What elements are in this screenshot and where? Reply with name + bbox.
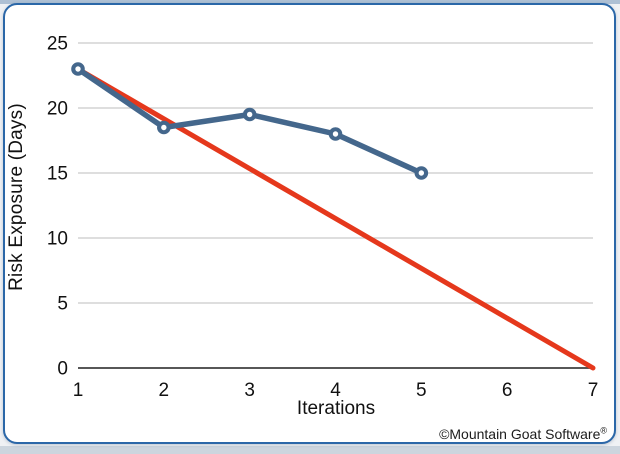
y-axis-title: Risk Exposure (Days) [6,103,27,291]
copyright-notice: ©Mountain Goat Software® [439,426,607,442]
registered-trademark-icon: ® [600,425,607,436]
page-background-bottom-strip [0,446,620,454]
x-axis-title: Iterations [296,398,376,419]
page-background-top-strip [0,0,620,4]
chart-frame [3,3,616,444]
copyright-text: ©Mountain Goat Software [439,426,601,442]
